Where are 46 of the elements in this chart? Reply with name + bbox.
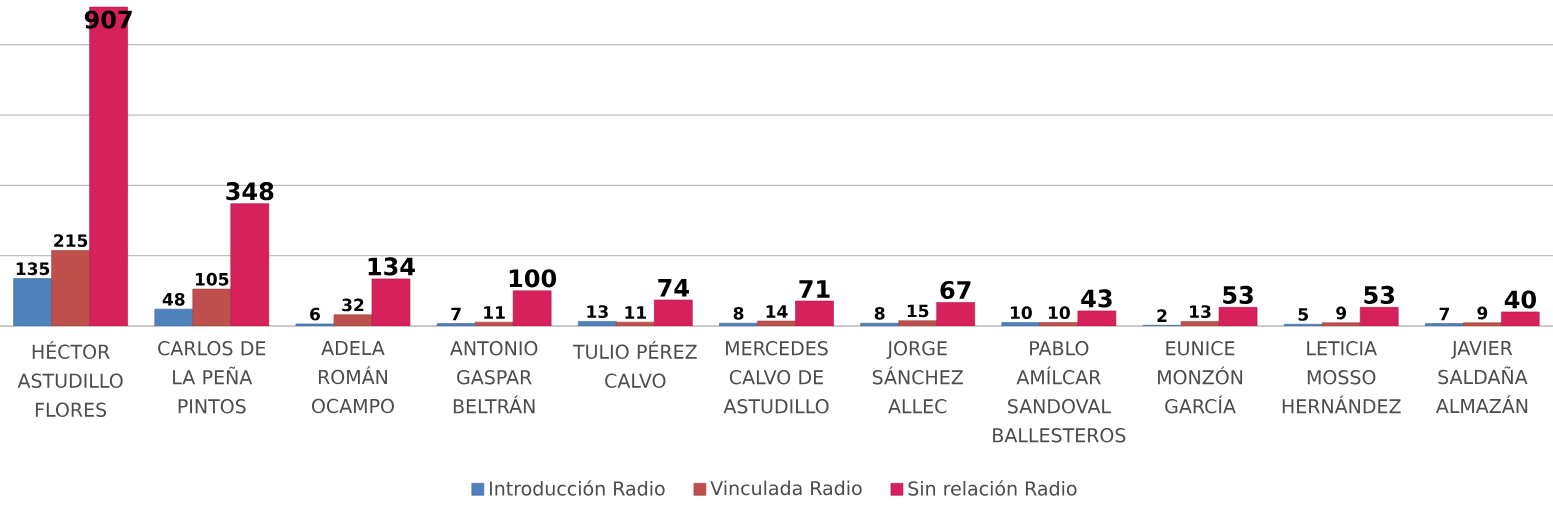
x-tick-label: HÉCTOR ASTUDILLO FLORES: [17, 341, 123, 417]
data-label: 10: [1010, 306, 1032, 320]
legend-label: Vinculada Radio: [710, 480, 862, 496]
data-label: 13: [587, 305, 608, 319]
data-label: 135: [16, 262, 50, 276]
data-label: 48: [162, 292, 185, 306]
x-tick-label: ADELA ROMÁN OCAMPO: [312, 341, 394, 414]
data-label: 5: [1298, 308, 1308, 321]
data-label: 32: [342, 298, 364, 312]
data-label: 67: [940, 280, 971, 300]
data-label: 348: [226, 182, 274, 201]
data-label: 8: [874, 306, 885, 320]
data-label: 2: [1157, 309, 1167, 322]
data-label: 15: [907, 304, 929, 318]
x-tick-label: JORGE SÁNCHEZ ALLEC: [872, 341, 963, 414]
data-label: 9: [1477, 306, 1488, 320]
data-label: 10: [1048, 306, 1070, 320]
data-label: 11: [625, 306, 646, 319]
data-label: 14: [766, 305, 788, 318]
data-label: 43: [1081, 289, 1112, 308]
data-label: 53: [1223, 285, 1253, 304]
x-tick-label: JAVIER SALDAÑA ALMAZÁN: [1435, 341, 1528, 413]
legend-label: Introducción Radio: [489, 480, 665, 496]
x-tick-label: MERCEDES CALVO DE ASTUDILLO: [723, 341, 829, 414]
data-label: 9: [1336, 306, 1347, 320]
data-label: 134: [368, 257, 415, 276]
x-tick-label: EUNICE MONZÓN GARCÍA: [1158, 341, 1243, 414]
data-label: 215: [54, 234, 88, 248]
data-label: 74: [658, 279, 689, 297]
legend-label: Sin relación Radio: [908, 480, 1077, 496]
data-label: 53: [1364, 285, 1395, 304]
x-tick-label: TULIO PÉREZ CALVO: [572, 341, 697, 388]
data-label: 11: [484, 306, 505, 319]
x-tick-label: LETICIA MOSSO HERNÁNDEZ: [1282, 341, 1401, 414]
data-label: 8: [733, 306, 744, 320]
x-tick-label: CARLOS DE LA PEÑA PINTOS: [158, 341, 266, 414]
x-tick-label: ANTONIO GASPAR BELTRÁN: [450, 341, 538, 414]
data-label: 7: [1439, 307, 1449, 321]
x-tick-label: PABLO AMÍLCAR SANDOVAL BALLESTEROS: [993, 341, 1126, 443]
data-label: 71: [799, 280, 830, 298]
data-label: 6: [310, 307, 320, 321]
data-label: 13: [1190, 305, 1211, 319]
data-label: 105: [195, 272, 229, 286]
data-label: 7: [451, 307, 461, 321]
data-label: 100: [509, 269, 557, 288]
data-label: 40: [1504, 290, 1536, 309]
